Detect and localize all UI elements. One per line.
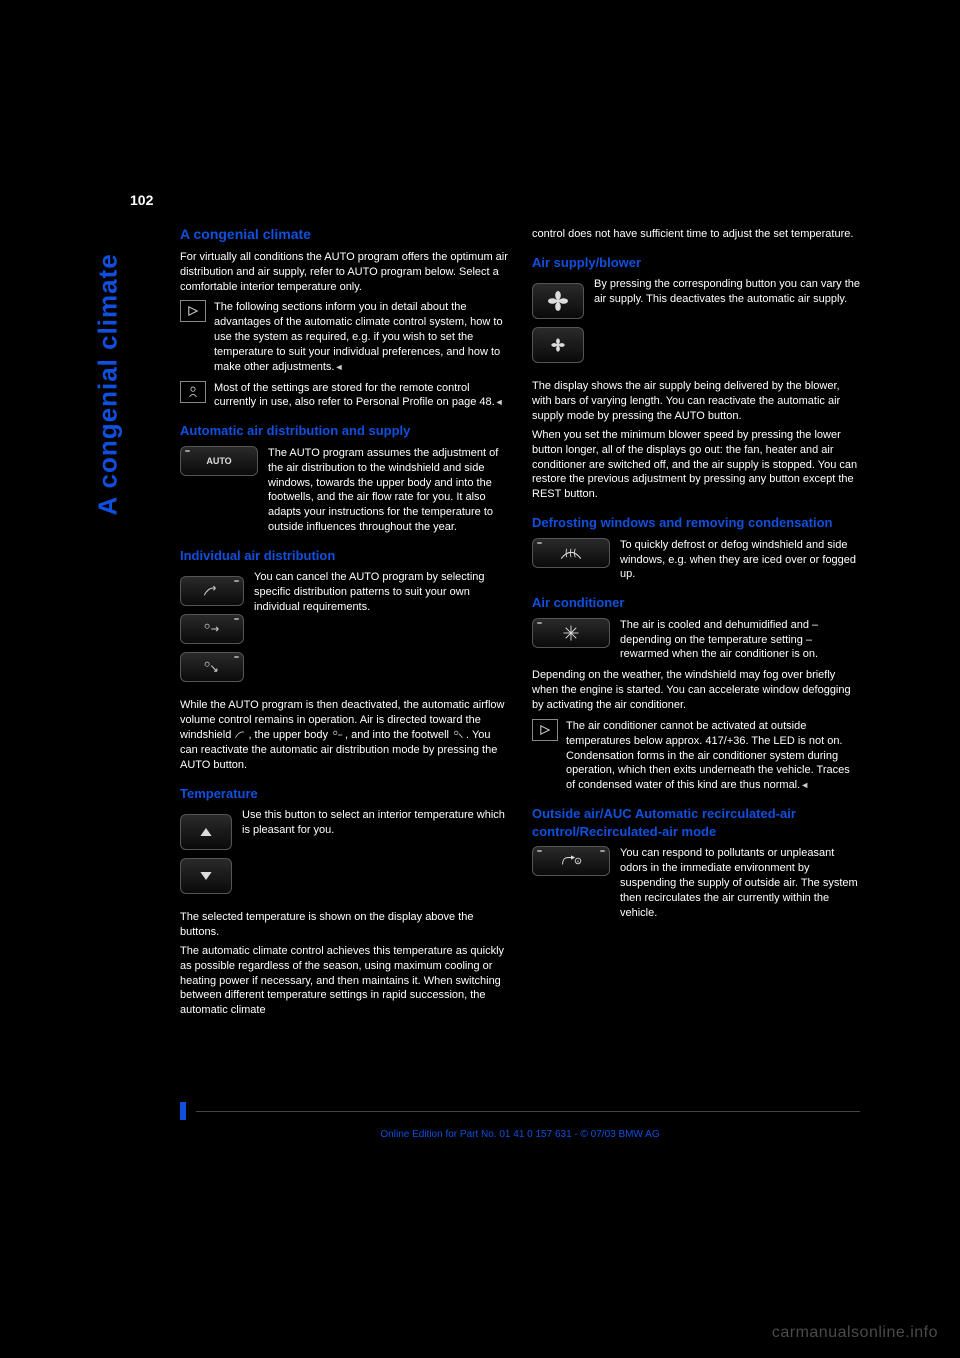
ac-text-2: Depending on the weather, the windshield… — [532, 668, 860, 713]
intro-text: For virtually all conditions the AUTO pr… — [180, 250, 508, 295]
auto-label: AUTO — [206, 455, 231, 467]
individual-block: You can cancel the AUTO program by selec… — [180, 570, 508, 692]
temp-text: Use this button to select an interior te… — [242, 808, 508, 838]
heading-auto: Automatic air distribution and supply — [180, 422, 508, 440]
temp-buttons — [180, 814, 232, 898]
arrow-icon: ◄ — [334, 361, 343, 373]
defrost-text: To quickly defrost or defog windshield a… — [620, 538, 860, 583]
tip-icon — [532, 719, 558, 741]
footer-text: Online Edition for Part No. 01 41 0 157 … — [180, 1129, 860, 1140]
auto-button-image: AUTO — [180, 446, 258, 476]
svg-text:A: A — [577, 859, 580, 864]
heading-ac: Air conditioner — [532, 594, 860, 612]
sidebar-title: A congenial climate — [93, 253, 124, 515]
individual-text-2: While the AUTO program is then deactivat… — [180, 698, 508, 772]
text-seg: , and into the footwell — [345, 729, 449, 741]
body-icon — [331, 729, 345, 741]
right-column: control does not have sufficient time to… — [532, 225, 860, 1022]
temp-text-2: The selected temperature is shown on the… — [180, 910, 508, 940]
temp-text-3: The automatic climate control achieves t… — [180, 944, 508, 1018]
upper-body-button — [180, 614, 244, 644]
heading-outside-air: Outside air/AUC Automatic recirculated-a… — [532, 805, 860, 840]
footer-line — [196, 1111, 860, 1112]
air-text-2: The display shows the air supply being d… — [532, 379, 860, 424]
arrow-icon: ◄ — [800, 779, 809, 791]
footwell-button — [180, 652, 244, 682]
auto-text: The AUTO program assumes the adjustment … — [268, 446, 508, 535]
windshield-icon — [234, 729, 248, 741]
outside-air-block: A You can respond to pollutants or unple… — [532, 846, 860, 920]
temp-up-button — [180, 814, 232, 850]
air-text-3: When you set the minimum blower speed by… — [532, 428, 860, 502]
footer-accent — [180, 1102, 186, 1120]
auto-block: AUTO The AUTO program assumes the adjust… — [180, 446, 508, 535]
defrost-direction-button — [180, 576, 244, 606]
footer-bar — [180, 1102, 860, 1120]
ref-text: Most of the settings are stored for the … — [214, 381, 508, 411]
heading-individual: Individual air distribution — [180, 547, 508, 565]
section-title: A congenial climate — [180, 225, 508, 244]
defrost-button — [532, 538, 610, 568]
heading-defrost: Defrosting windows and removing condensa… — [532, 514, 860, 532]
tip-text: The following sections inform you in det… — [214, 300, 508, 374]
blower-buttons — [532, 283, 584, 367]
ac-tip-block: The air conditioner cannot be activated … — [532, 719, 860, 793]
defrost-block: To quickly defrost or defog windshield a… — [532, 538, 860, 583]
ac-button — [532, 618, 610, 648]
text-seg: , the upper body — [248, 729, 328, 741]
air-text: By pressing the corresponding button you… — [594, 277, 860, 307]
ac-tip-text: The air conditioner cannot be activated … — [566, 719, 860, 793]
air-supply-block: By pressing the corresponding button you… — [532, 277, 860, 373]
led-icon — [185, 450, 190, 452]
airflow-buttons — [180, 576, 244, 686]
heading-temperature: Temperature — [180, 785, 508, 803]
person-icon — [180, 381, 206, 403]
tip-block: The following sections inform you in det… — [180, 300, 508, 374]
temperature-block: Use this button to select an interior te… — [180, 808, 508, 904]
tip-body: The following sections inform you in det… — [214, 301, 503, 372]
fan-low-button — [532, 327, 584, 363]
ac-block: The air is cooled and dehumidified and –… — [532, 618, 860, 663]
recirculate-button: A — [532, 846, 610, 876]
temp-down-button — [180, 858, 232, 894]
arrow-icon: ◄ — [495, 396, 504, 408]
ref-body: Most of the settings are stored for the … — [214, 382, 495, 409]
outside-text: You can respond to pollutants or unpleas… — [620, 846, 860, 920]
continuation-text: control does not have sufficient time to… — [532, 227, 860, 242]
left-column: A congenial climate For virtually all co… — [180, 225, 508, 1022]
fan-high-button — [532, 283, 584, 319]
content-area: A congenial climate For virtually all co… — [180, 225, 860, 1022]
ref-block: Most of the settings are stored for the … — [180, 381, 508, 411]
watermark: carmanualsonline.info — [772, 1324, 938, 1342]
heading-air-supply: Air supply/blower — [532, 254, 860, 272]
ac-text: The air is cooled and dehumidified and –… — [620, 618, 860, 663]
individual-text: You can cancel the AUTO program by selec… — [254, 570, 508, 615]
page-number: 102 — [130, 192, 153, 208]
tip-icon — [180, 300, 206, 322]
footwell-icon — [452, 729, 466, 741]
